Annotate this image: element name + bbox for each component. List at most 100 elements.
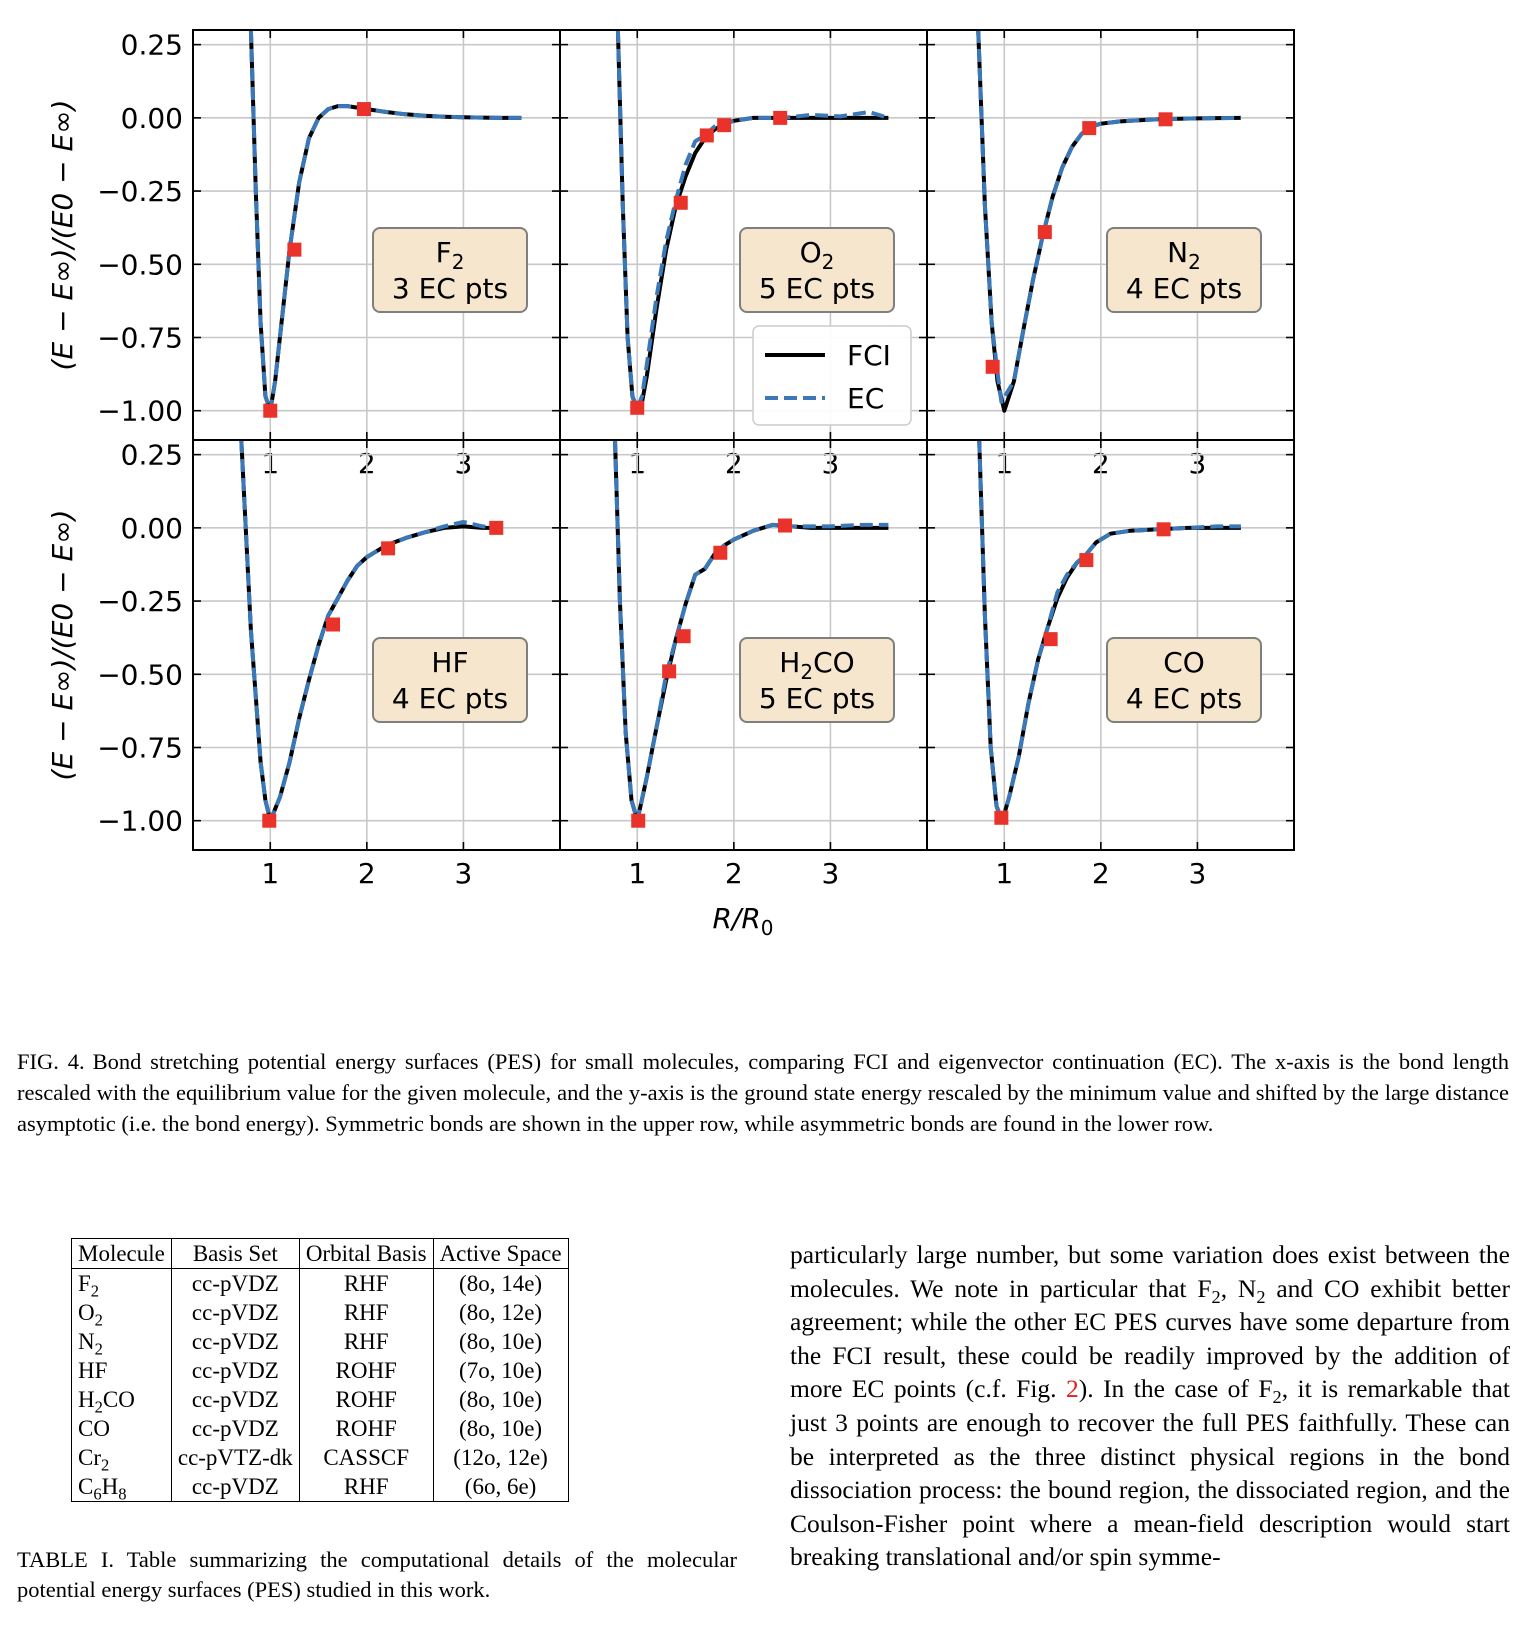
curves: [239, 440, 498, 823]
cell-active-space: (8o, 12e): [432, 1298, 569, 1327]
annotation-points: 5 EC pts: [759, 682, 875, 715]
ticks: [560, 440, 927, 850]
y-tick-label: 0.00: [121, 102, 183, 135]
molecule-subscript: 2: [452, 250, 465, 274]
body-text-4: ). In the case of F: [1078, 1374, 1273, 1404]
ec-point-marker: [994, 810, 1009, 825]
table-row: HF cc-pVDZ ROHF (7o, 10e): [72, 1356, 569, 1385]
ec-curve: [977, 440, 1241, 823]
panel-hf: 1 2 3 0.25 0.00 −0.25 −0.50 −0.75 −1.00 (E − E∞)/…: [46, 439, 561, 890]
table-row: CO cc-pVDZ ROHF (8o, 10e): [72, 1414, 569, 1443]
body-sub-2: 2: [1256, 1286, 1266, 1307]
molecule-part: CO: [78, 1416, 110, 1441]
x-tick-label: 1: [995, 857, 1013, 890]
table-1: Molecule Basis Set Orbital Basis Active …: [71, 1238, 569, 1502]
molecule-part: CO: [102, 1387, 135, 1412]
x-tick-label: 2: [725, 857, 743, 890]
cell-molecule: O2: [72, 1298, 172, 1330]
table-header-row: Molecule Basis Set Orbital Basis Active …: [71, 1238, 569, 1269]
ec-markers: [263, 102, 371, 418]
body-text-3: and CO exhibit better agreement; while t…: [790, 1273, 1510, 1404]
y-tick-label: 0.00: [121, 512, 183, 545]
annotation-molecule: O2: [800, 236, 835, 274]
cell-active-space: (7o, 10e): [432, 1356, 569, 1385]
body-sub-1: 2: [1211, 1286, 1221, 1307]
ec-curve: [613, 440, 889, 823]
ec-point-marker: [699, 128, 714, 143]
annotation-molecule: H2CO: [779, 646, 854, 684]
molecule-subscript: 2: [94, 1310, 103, 1330]
fci-curve: [248, 30, 522, 413]
panel-f2: 1 2 30.250.00−0.25−0.50−0.75−1.00(E − E∞)/…: [46, 29, 561, 480]
x-tick-label: 2: [358, 857, 376, 890]
body-text-1: particularly large number, but some vari…: [790, 1240, 1510, 1303]
ticks: [927, 440, 1294, 850]
molecule-name: O: [800, 236, 822, 269]
table-row: Cr2 cc-pVTZ-dk CASSCF (12o, 12e): [72, 1443, 569, 1475]
annotation-molecule: N2: [1167, 236, 1201, 274]
figure-caption-text: Bond stretching potential energy surface…: [17, 1049, 1509, 1136]
annotation-box: [372, 637, 528, 723]
cell-orbital-basis: ROHF: [298, 1385, 434, 1414]
molecule-name: N: [1167, 236, 1188, 269]
ec-curve: [976, 30, 1241, 404]
x-axis-label: R/R0: [712, 902, 773, 940]
ec-point-marker: [630, 400, 645, 415]
molecule-part: H: [101, 1474, 119, 1499]
cell-active-space: (12o, 12e): [432, 1443, 569, 1472]
ec-point-marker: [262, 813, 277, 828]
y-tick-label: −1.00: [97, 805, 183, 838]
y-axis-label: (E − E∞)/(E0 − E∞): [46, 100, 79, 371]
x-tick-label: 3: [822, 857, 840, 890]
molecule-subscript: 2: [1188, 250, 1201, 274]
fci-curve: [613, 440, 889, 823]
header-molecule: Molecule: [71, 1238, 172, 1269]
cell-molecule: HF: [72, 1356, 172, 1385]
y-tick-label: −0.25: [97, 585, 183, 618]
ec-markers: [994, 522, 1171, 825]
molecule-subscript: 2: [101, 1455, 110, 1475]
table-row: H2CO cc-pVDZ ROHF (8o, 10e): [72, 1385, 569, 1415]
annotation-box: [1106, 227, 1262, 313]
header-active-space: Active Space: [432, 1238, 569, 1269]
cell-orbital-basis: ROHF: [298, 1356, 434, 1385]
annotation-box: [372, 227, 528, 313]
ec-point-marker: [326, 617, 341, 632]
x-tick-label: 3: [1189, 857, 1207, 890]
ec-curve: [239, 440, 498, 823]
y-axis-label: (E − E∞)/(E0 − E∞): [46, 510, 79, 781]
cell-basis-set: cc-pVDZ: [170, 1298, 300, 1327]
body-text-5: , it is remarkable that just 3 points ar…: [790, 1374, 1510, 1572]
ec-point-marker: [631, 813, 646, 828]
ec-point-marker: [713, 545, 728, 560]
ec-markers: [630, 110, 788, 415]
fci-curve: [239, 440, 498, 823]
ticks: [193, 30, 560, 440]
cell-orbital-basis: RHF: [298, 1327, 434, 1356]
y-tick-label: −0.75: [97, 732, 183, 765]
ec-point-marker: [489, 520, 504, 535]
molecule-suffix: CO: [813, 646, 855, 679]
figure-4: 1 2 3 0.25 0.00 −0.25 −0.50 −0.75 −1.00 (E − E∞)/…: [46, 29, 1295, 940]
molecule-subscript: 2: [94, 1339, 103, 1359]
ticks: [560, 30, 927, 440]
cell-basis-set: cc-pVDZ: [170, 1385, 300, 1414]
x-tick-label: 2: [1092, 857, 1110, 890]
annotation-points: 4 EC pts: [1126, 682, 1242, 715]
annotation-box: [739, 227, 895, 313]
body-sub-3: 2: [1272, 1387, 1282, 1408]
legend-fci-label: FCI: [847, 339, 891, 372]
cell-active-space: (8o, 10e): [432, 1385, 569, 1414]
figure-reference-link[interactable]: 2: [1066, 1374, 1079, 1404]
cell-basis-set: cc-pVDZ: [170, 1327, 300, 1356]
y-tick-label: −0.25: [97, 175, 183, 208]
molecule-part: N: [78, 1329, 95, 1354]
cell-molecule: C6H8: [72, 1472, 172, 1502]
x-tick-label: 1: [261, 857, 279, 890]
ec-point-marker: [778, 518, 793, 533]
ec-point-marker: [1043, 632, 1058, 647]
annotation-points: 3 EC pts: [392, 272, 508, 305]
cell-molecule: Cr2: [72, 1443, 172, 1475]
